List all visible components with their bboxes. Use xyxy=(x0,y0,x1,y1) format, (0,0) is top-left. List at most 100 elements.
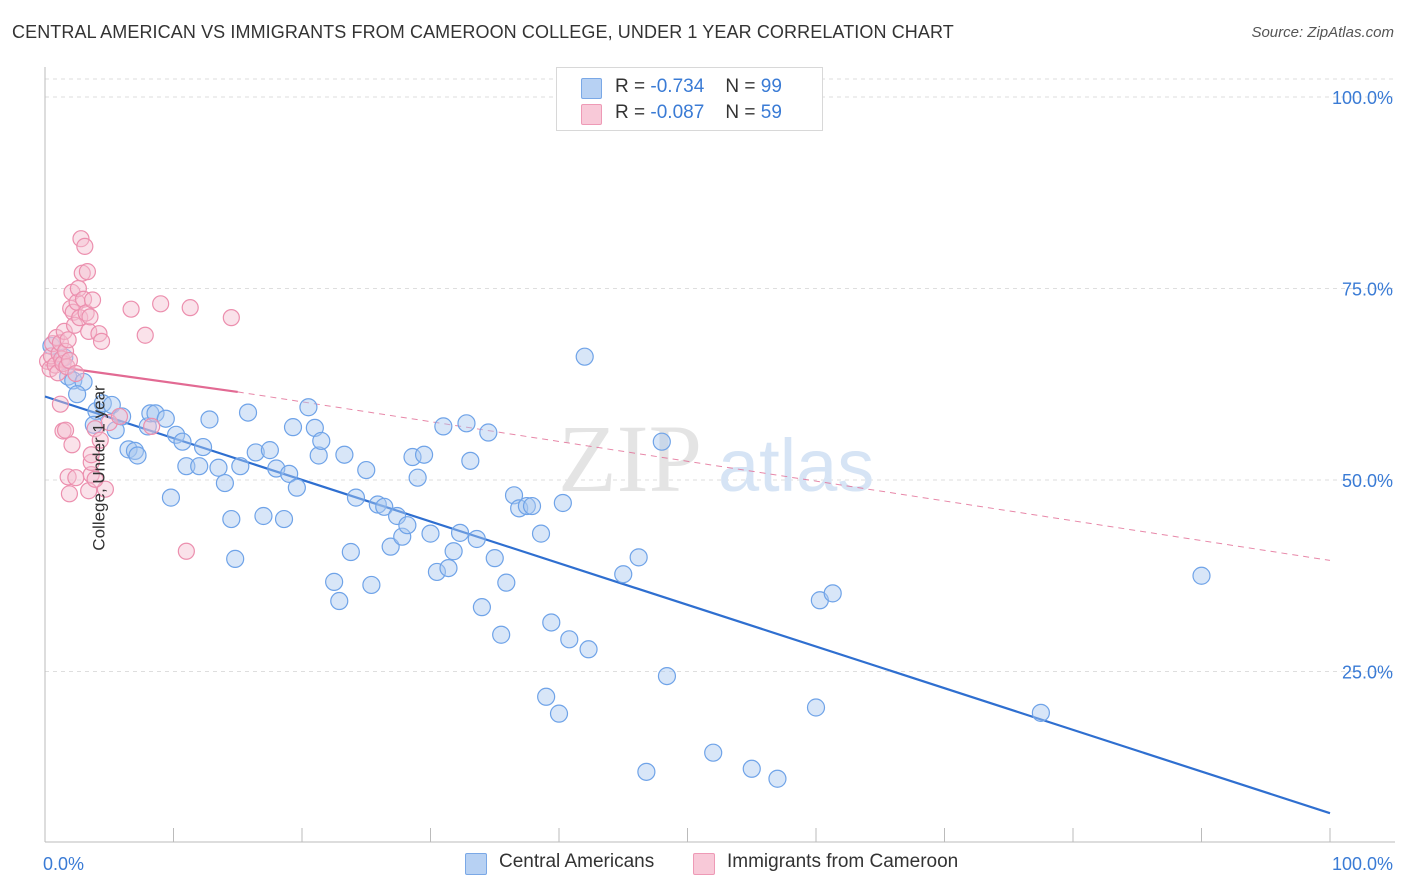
data-point-cameroon xyxy=(152,295,170,313)
data-point-central-americans xyxy=(427,562,447,582)
data-point-central-americans xyxy=(472,598,491,617)
correlation-legend: R = -0.734 N = 99 R = -0.087 N = 59 xyxy=(556,67,823,131)
data-point-central-americans xyxy=(312,431,331,451)
data-point-central-americans xyxy=(579,640,598,659)
data-point-cameroon xyxy=(122,300,140,318)
data-point-central-americans xyxy=(1031,703,1050,722)
data-point-cameroon xyxy=(59,331,77,349)
data-point-cameroon xyxy=(82,446,100,464)
data-point-cameroon xyxy=(177,542,195,560)
x-tick-label-min: 0.0% xyxy=(43,854,84,874)
data-point-central-americans xyxy=(414,445,434,464)
data-point-central-americans xyxy=(357,460,376,480)
data-point-central-americans xyxy=(177,457,196,476)
data-point-central-americans xyxy=(467,529,486,549)
data-point-cameroon xyxy=(136,326,154,344)
data-point-central-americans xyxy=(614,565,633,584)
data-point-central-americans xyxy=(299,398,318,417)
data-point-central-americans xyxy=(260,441,279,460)
data-point-central-americans xyxy=(190,457,209,476)
data-point-central-americans xyxy=(522,496,542,516)
legend-swatch-blue xyxy=(581,78,602,99)
data-point-central-americans xyxy=(1192,566,1211,585)
data-point-central-americans xyxy=(283,418,303,437)
data-point-central-americans xyxy=(403,447,422,467)
data-point-central-americans xyxy=(335,445,354,464)
data-point-central-americans xyxy=(280,464,299,483)
trend-line-central-americans xyxy=(44,395,1331,815)
data-point-central-americans xyxy=(549,704,569,723)
data-point-cameroon xyxy=(80,322,98,340)
legend-swatch-pink xyxy=(693,853,715,875)
data-point-cameroon xyxy=(76,237,94,255)
data-point-central-americans xyxy=(553,493,572,513)
y-tick-label: 50.0% xyxy=(1342,471,1393,491)
watermark: ZIP atlas xyxy=(558,405,874,512)
data-point-central-americans xyxy=(823,584,842,603)
trend-lines xyxy=(44,364,1331,815)
source-label: Source: ZipAtlas.com xyxy=(1251,24,1394,41)
data-point-central-americans xyxy=(517,496,536,516)
r-label: R = xyxy=(615,76,646,97)
data-point-cameroon xyxy=(86,470,104,488)
series-central-americans xyxy=(42,336,1211,788)
data-point-central-americans xyxy=(146,404,165,423)
data-point-cameroon xyxy=(92,332,111,350)
data-point-central-americans xyxy=(657,666,677,686)
data-point-central-americans xyxy=(497,573,516,592)
data-point-cameroon xyxy=(181,299,199,317)
data-point-central-americans xyxy=(156,409,175,428)
trend-line-cameroon xyxy=(44,364,238,393)
data-point-cameroon xyxy=(96,480,114,498)
data-point-central-americans xyxy=(537,687,556,706)
data-point-central-americans xyxy=(457,414,476,433)
trend-line-cameroon-extended xyxy=(237,391,1331,561)
data-point-central-americans xyxy=(330,591,349,611)
data-point-central-americans xyxy=(231,457,250,476)
data-point-central-americans xyxy=(637,762,656,781)
data-point-central-americans xyxy=(325,572,344,591)
data-point-central-americans xyxy=(479,423,498,442)
legend-stats-blue: R = -0.734 N = 99 xyxy=(615,76,782,98)
data-point-central-americans xyxy=(222,509,241,529)
data-point-central-americans xyxy=(209,458,228,477)
r-value: -0.734 xyxy=(650,76,705,97)
data-point-cameroon xyxy=(222,309,240,327)
data-point-central-americans xyxy=(629,548,648,567)
data-point-central-americans xyxy=(375,497,394,516)
y-axis-label: College, Under 1 year xyxy=(89,385,109,551)
data-point-central-americans xyxy=(381,537,400,556)
data-point-central-americans xyxy=(226,549,245,568)
data-point-central-americans xyxy=(68,385,87,404)
data-point-central-americans xyxy=(254,506,273,526)
data-point-central-americans xyxy=(421,524,440,543)
y-tick-label: 75.0% xyxy=(1342,280,1393,300)
data-point-central-americans xyxy=(444,542,463,561)
data-point-central-americans xyxy=(246,443,265,462)
data-point-central-americans xyxy=(434,417,453,436)
chart-title: CENTRAL AMERICAN VS IMMIGRANTS FROM CAME… xyxy=(12,22,954,42)
data-point-central-americans xyxy=(274,509,294,529)
data-point-central-americans xyxy=(393,527,412,546)
legend-label: Immigrants from Cameroon xyxy=(727,851,959,872)
data-point-central-americans xyxy=(652,432,671,451)
data-point-central-americans xyxy=(398,516,417,535)
data-point-cameroon xyxy=(83,291,102,309)
legend-swatch-blue xyxy=(465,853,487,875)
n-label: N = xyxy=(725,76,756,97)
data-point-cameroon xyxy=(56,421,75,439)
data-point-cameroon xyxy=(51,395,70,413)
data-point-central-americans xyxy=(768,769,787,788)
y-tick-label: 100.0% xyxy=(1332,88,1393,108)
n-value: 59 xyxy=(760,102,782,123)
legend-label: Central Americans xyxy=(499,851,655,872)
legend-stats-pink: R = -0.087 N = 59 xyxy=(615,102,782,124)
data-point-central-americans xyxy=(704,743,723,762)
data-point-central-americans xyxy=(408,468,427,487)
data-point-central-americans xyxy=(119,440,138,459)
data-point-central-americans xyxy=(806,698,826,717)
data-point-central-americans xyxy=(287,478,306,497)
x-tick-label-max: 100.0% xyxy=(1332,854,1393,874)
data-point-central-americans xyxy=(742,759,761,778)
